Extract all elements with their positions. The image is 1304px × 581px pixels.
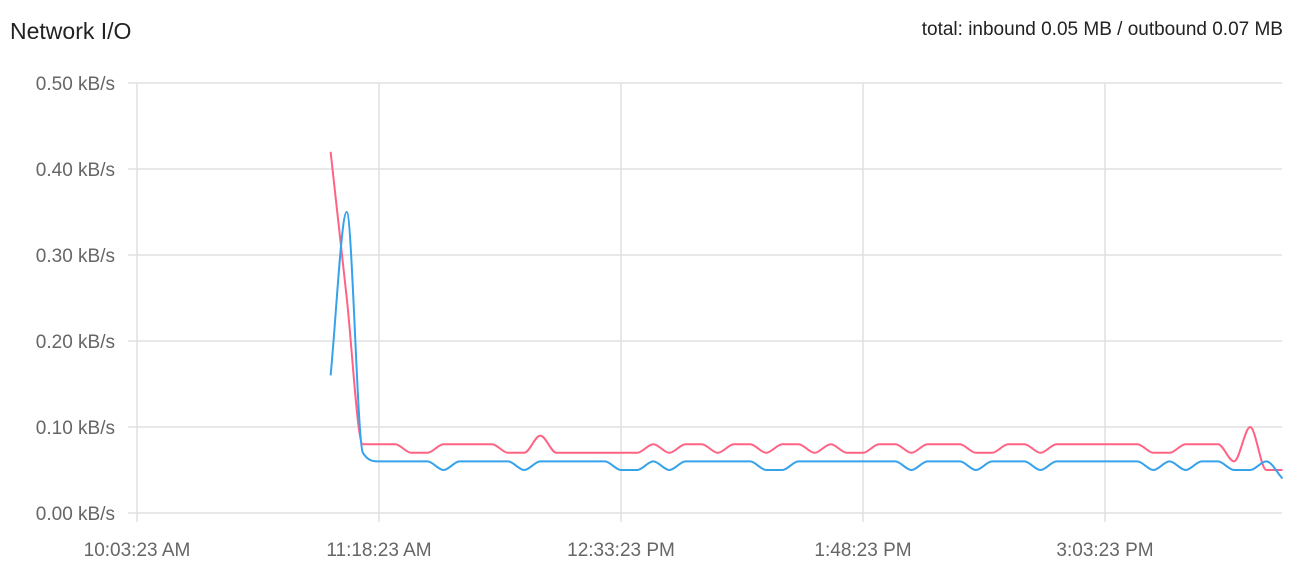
total-traffic-summary: total: inbound 0.05 MB / outbound 0.07 M… (921, 19, 1283, 40)
y-tick-label: 0.30 kB/s (36, 246, 115, 267)
y-tick-label: 0.50 kB/s (36, 74, 115, 95)
y-tick-label: 0.20 kB/s (36, 332, 115, 353)
y-tick-label: 0.00 kB/s (36, 504, 115, 525)
x-tick-label: 12:33:23 PM (567, 540, 675, 561)
chart-title: Network I/O (10, 18, 132, 44)
x-tick-label: 11:18:23 AM (326, 540, 431, 561)
x-tick-label: 3:03:23 PM (1056, 540, 1153, 561)
series-line-0 (329, 151, 1283, 471)
x-tick-label: 10:03:23 AM (84, 540, 191, 561)
y-tick-label: 0.40 kB/s (36, 160, 115, 181)
y-tick-label: 0.10 kB/s (36, 418, 115, 439)
series-line-1 (329, 210, 1284, 480)
x-tick-label: 1:48:23 PM (814, 540, 911, 561)
